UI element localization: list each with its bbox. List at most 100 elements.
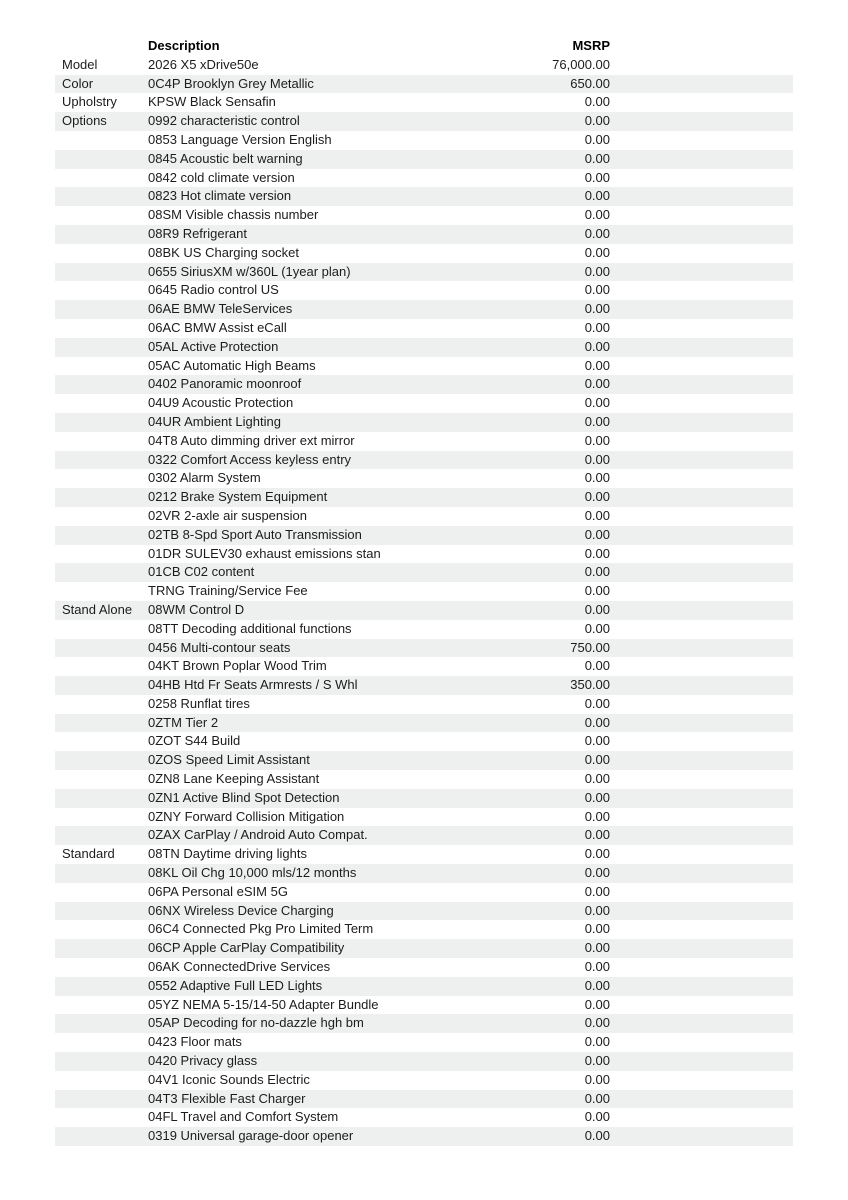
table-row: 0552 Adaptive Full LED Lights 0.00	[55, 976, 793, 996]
description-cell: 0ZOS Speed Limit Assistant	[148, 752, 310, 768]
msrp-cell: 0.00	[584, 1090, 610, 1106]
description-cell: 0992 characteristic control	[148, 113, 300, 129]
table-row: 05AL Active Protection 0.00	[55, 337, 793, 357]
description-cell: 01CB C02 content	[148, 564, 255, 580]
description-cell: 04U9 Acoustic Protection	[148, 395, 294, 411]
description-cell: 05AL Active Protection	[148, 338, 279, 354]
description-cell: 04KT Brown Poplar Wood Trim	[148, 658, 327, 674]
msrp-cell: 0.00	[584, 1015, 610, 1031]
msrp-cell: 0.00	[584, 188, 610, 204]
table-row: 04UR Ambient Lighting 0.00	[55, 412, 793, 432]
table-row: 0258 Runflat tires 0.00	[55, 694, 793, 714]
msrp-cell: 0.00	[584, 902, 610, 918]
msrp-cell: 0.00	[584, 714, 610, 730]
msrp-cell: 0.00	[584, 771, 610, 787]
msrp-header-cell: MSRP	[572, 38, 610, 53]
msrp-cell: 0.00	[584, 827, 610, 843]
table-row: 0845 Acoustic belt warning 0.00	[55, 149, 793, 169]
table-row: 05AP Decoding for no-dazzle hgh bm 0.00	[55, 1014, 793, 1034]
description-cell: 0302 Alarm System	[148, 470, 261, 486]
description-cell: 0842 cold climate version	[148, 169, 295, 185]
description-cell: 0845 Acoustic belt warning	[148, 150, 303, 166]
table-row: 04HB Htd Fr Seats Armrests / S Whl 350.0…	[55, 676, 793, 695]
msrp-cell: 0.00	[584, 977, 610, 993]
description-cell: 0420 Privacy glass	[148, 1053, 258, 1069]
msrp-cell: 0.00	[584, 282, 610, 298]
msrp-cell: 0.00	[584, 1034, 610, 1050]
table-row: 06CP Apple CarPlay Compatibility 0.00	[55, 939, 793, 959]
description-cell: 0655 SiriusXM w/360L (1year plan)	[148, 263, 351, 279]
description-cell: 05YZ NEMA 5-15/14-50 Adapter Bundle	[148, 996, 379, 1012]
description-cell: 0C4P Brooklyn Grey Metallic	[148, 75, 314, 91]
table-row: 05YZ NEMA 5-15/14-50 Adapter Bundle 0.00	[55, 995, 793, 1015]
description-cell: 02VR 2-axle air suspension	[148, 507, 307, 523]
table-row: 0645 Radio control US 0.00	[55, 281, 793, 301]
msrp-cell: 0.00	[584, 620, 610, 636]
msrp-cell: 350.00	[570, 677, 610, 693]
msrp-cell: 0.00	[584, 413, 610, 429]
msrp-cell: 0.00	[584, 207, 610, 223]
msrp-cell: 0.00	[584, 1053, 610, 1069]
msrp-cell: 0.00	[584, 921, 610, 937]
description-cell: 0823 Hot climate version	[148, 188, 292, 204]
table-row: 06AC BMW Assist eCall 0.00	[55, 318, 793, 338]
table-row: 08R9 Refrigerant 0.00	[55, 224, 793, 244]
msrp-cell: 750.00	[570, 639, 610, 655]
description-cell: 06AE BMW TeleServices	[148, 301, 293, 317]
table-row: 0ZOS Speed Limit Assistant 0.00	[55, 751, 793, 771]
description-cell: 06AK ConnectedDrive Services	[148, 959, 331, 975]
msrp-cell: 0.00	[584, 376, 610, 392]
description-cell: 0456 Multi-contour seats	[148, 639, 291, 655]
msrp-cell: 0.00	[584, 940, 610, 956]
msrp-cell: 76,000.00	[552, 56, 610, 72]
description-cell: 0319 Universal garage-door opener	[148, 1128, 354, 1144]
description-cell: 08R9 Refrigerant	[148, 225, 247, 241]
description-cell: 04T8 Auto dimming driver ext mirror	[148, 432, 355, 448]
table-row: 08KL Oil Chg 10,000 mls/12 months 0.00	[55, 864, 793, 883]
table-row: 0ZAX CarPlay / Android Auto Compat. 0.00	[55, 826, 793, 846]
msrp-cell: 0.00	[584, 601, 610, 617]
table-row: 0655 SiriusXM w/360L (1year plan) 0.00	[55, 262, 793, 282]
table-row: 0ZN8 Lane Keeping Assistant 0.00	[55, 770, 793, 789]
msrp-cell: 0.00	[584, 451, 610, 467]
msrp-cell: 0.00	[584, 846, 610, 862]
table-row: 0302 Alarm System 0.00	[55, 469, 793, 489]
msrp-cell: 0.00	[584, 357, 610, 373]
description-cell: 06C4 Connected Pkg Pro Limited Term	[148, 921, 374, 937]
msrp-cell: 0.00	[584, 131, 610, 147]
description-cell: KPSW Black Sensafin	[148, 94, 276, 110]
description-cell: 04T3 Flexible Fast Charger	[148, 1090, 306, 1106]
description-cell: 05AP Decoding for no-dazzle hgh bm	[148, 1015, 364, 1031]
category-cell: Color	[62, 75, 94, 91]
description-cell: 08TN Daytime driving lights	[148, 846, 307, 862]
description-cell: 06AC BMW Assist eCall	[148, 319, 287, 335]
table-row: 0420 Privacy glass 0.00	[55, 1052, 793, 1071]
description-cell: 0552 Adaptive Full LED Lights	[148, 977, 323, 993]
table-row: 0ZOT S44 Build 0.00	[55, 732, 793, 752]
msrp-cell: 0.00	[584, 545, 610, 561]
table-row: 04U9 Acoustic Protection 0.00	[55, 394, 793, 413]
msrp-cell: 0.00	[584, 1071, 610, 1087]
table-row: Options 0992 characteristic control 0.00	[55, 112, 793, 131]
table-row: 04T3 Flexible Fast Charger 0.00	[55, 1089, 793, 1109]
description-cell: 06PA Personal eSIM 5G	[148, 883, 288, 899]
msrp-cell: 0.00	[584, 959, 610, 975]
description-cell: 06NX Wireless Device Charging	[148, 902, 334, 918]
table-row: 04KT Brown Poplar Wood Trim 0.00	[55, 657, 793, 677]
msrp-cell: 0.00	[584, 507, 610, 523]
table-row: Stand Alone 08WM Control D 0.00	[55, 600, 793, 620]
table-row: 06NX Wireless Device Charging 0.00	[55, 901, 793, 921]
msrp-cell: 0.00	[584, 94, 610, 110]
description-cell: 0853 Language Version English	[148, 131, 332, 147]
category-cell: Stand Alone	[62, 601, 133, 617]
description-cell: 08TT Decoding additional functions	[148, 620, 352, 636]
msrp-cell: 0.00	[584, 113, 610, 129]
table-row: 04FL Travel and Comfort System 0.00	[55, 1108, 793, 1128]
table-row: 04V1 Iconic Sounds Electric 0.00	[55, 1070, 793, 1090]
description-cell: 05AC Automatic High Beams	[148, 357, 316, 373]
msrp-cell: 0.00	[584, 583, 610, 599]
description-cell: 0402 Panoramic moonroof	[148, 376, 302, 392]
msrp-cell: 0.00	[584, 489, 610, 505]
description-cell: 0322 Comfort Access keyless entry	[148, 451, 352, 467]
msrp-cell: 0.00	[584, 1128, 610, 1144]
